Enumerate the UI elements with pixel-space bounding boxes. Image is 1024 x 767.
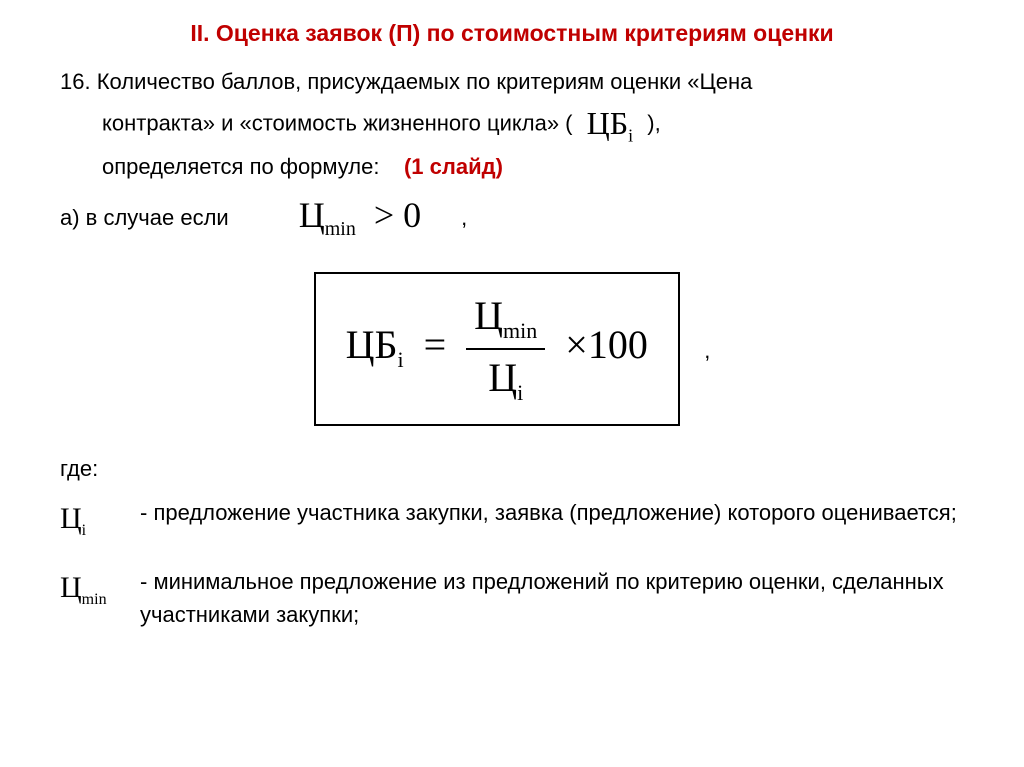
fraction-num: Цmin: [466, 292, 545, 350]
slide-content: II. Оценка заявок (П) по стоимостным кри…: [0, 0, 1024, 673]
def2-sub: min: [82, 591, 107, 608]
cond-sub: min: [325, 219, 356, 241]
fraction: Цmin Цi: [466, 292, 545, 406]
cb-sub: i: [628, 125, 633, 145]
def2-text: - минимальное предложение из предложений…: [140, 565, 964, 631]
def1-symbol: Цi: [60, 496, 140, 543]
slide-ref: (1 слайд): [404, 154, 503, 179]
lhs-sym: ЦБ: [346, 322, 398, 367]
case-a-label: а) в случае если: [60, 205, 229, 231]
paragraph-16: 16. Количество баллов, присуждаемых по к…: [60, 65, 964, 184]
condition-formula: Цmin > 0: [299, 194, 421, 241]
def1-sym: Ц: [60, 502, 82, 535]
eq: =: [424, 322, 447, 367]
main-formula-box: ЦБi = Цmin Цi ×100: [314, 272, 680, 426]
formula-comma: ,: [704, 338, 710, 363]
cond-comma: ,: [461, 205, 467, 231]
num-sub: min: [503, 318, 537, 343]
cond-sym: Ц: [299, 195, 325, 235]
p16-line3: определяется по формуле: (1 слайд): [60, 150, 964, 184]
p16-line2: контракта» и «стоимость жизненного цикла…: [60, 99, 964, 150]
den-sub: i: [517, 380, 523, 405]
def1-sub: i: [82, 522, 86, 539]
cb-sym: ЦБ: [587, 105, 628, 141]
p16-line2b: ),: [647, 111, 660, 136]
fraction-den: Цi: [466, 350, 545, 406]
lhs-sub: i: [397, 347, 403, 372]
def2-symbol: Цmin: [60, 565, 140, 612]
num-sym: Ц: [474, 293, 503, 338]
p16-line2a: контракта» и «стоимость жизненного цикла…: [102, 111, 573, 136]
where-label: где:: [60, 456, 964, 482]
case-a-row: а) в случае если Цmin > 0 ,: [60, 194, 964, 241]
p16-line1: 16. Количество баллов, присуждаемых по к…: [60, 69, 752, 94]
definition-cmin: Цmin - минимальное предложение из предло…: [60, 565, 964, 631]
main-formula-wrap: ЦБi = Цmin Цi ×100 ,: [60, 272, 964, 426]
definition-ci: Цi - предложение участника закупки, заяв…: [60, 496, 964, 543]
def1-text: - предложение участника закупки, заявка …: [140, 496, 964, 529]
p16-line3a: определяется по формуле:: [102, 154, 380, 179]
symbol-cb-inline: ЦБi: [579, 99, 642, 150]
section-title: II. Оценка заявок (П) по стоимостным кри…: [60, 20, 964, 47]
formula-tail: ×100: [565, 322, 648, 367]
den-sym: Ц: [488, 355, 517, 400]
def2-sym: Ц: [60, 571, 82, 604]
cond-op: > 0: [374, 195, 421, 235]
